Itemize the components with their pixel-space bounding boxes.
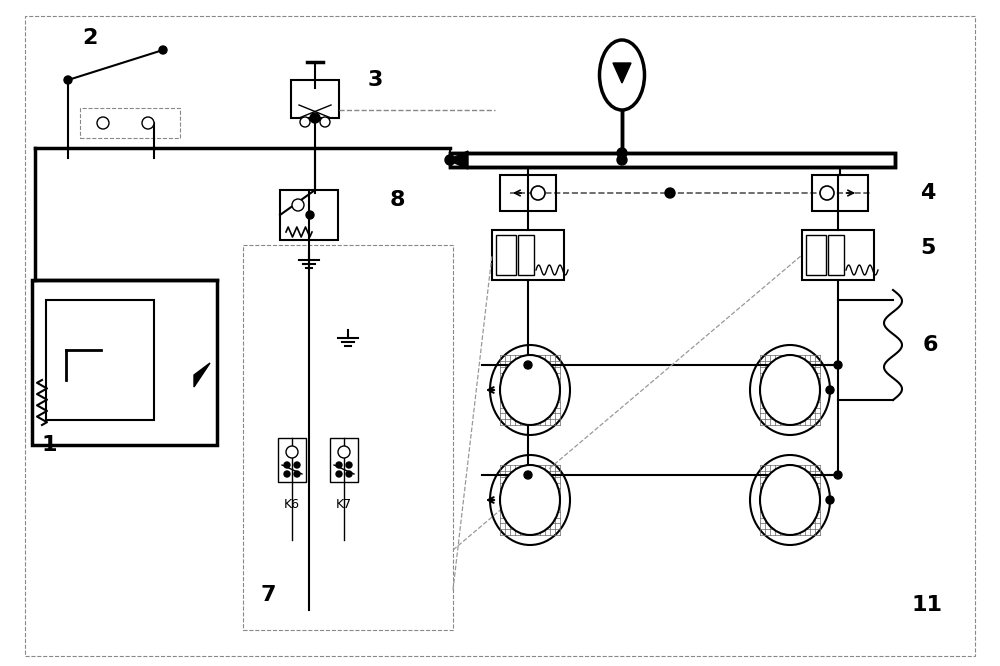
Bar [450,153,895,167]
Bar [518,235,534,275]
Text: 3: 3 [368,70,383,90]
Bar [243,245,453,630]
Bar [492,230,564,280]
Circle shape [292,199,304,211]
Circle shape [834,361,842,369]
Text: 8: 8 [390,190,406,210]
Bar [32,280,217,445]
Text: 7: 7 [260,585,276,605]
Circle shape [524,361,532,369]
Bar [330,438,358,482]
Text: K6: K6 [284,498,300,511]
Circle shape [617,148,627,158]
Circle shape [142,117,154,129]
Circle shape [284,462,290,468]
Circle shape [336,471,342,477]
Circle shape [300,117,310,127]
Polygon shape [613,63,631,83]
Circle shape [524,471,532,479]
Bar [280,190,338,240]
Circle shape [665,188,675,198]
Circle shape [97,117,109,129]
Bar [80,108,180,138]
Ellipse shape [760,355,820,425]
Circle shape [834,471,842,479]
Circle shape [820,186,834,200]
Polygon shape [448,151,468,169]
Ellipse shape [490,455,570,545]
Circle shape [346,471,352,477]
Text: 6: 6 [923,335,938,355]
Text: 11: 11 [912,595,943,615]
Bar [806,235,826,275]
Circle shape [826,386,834,394]
Ellipse shape [490,345,570,435]
Text: 4: 4 [920,183,935,203]
Circle shape [320,117,330,127]
Text: K7: K7 [336,498,352,511]
Bar [802,230,874,280]
Circle shape [306,211,314,219]
Ellipse shape [600,40,644,110]
Circle shape [617,155,627,165]
Ellipse shape [750,345,830,435]
Circle shape [310,113,320,123]
Ellipse shape [750,455,830,545]
Text: 1: 1 [42,435,58,455]
Circle shape [346,462,352,468]
Ellipse shape [500,355,560,425]
Bar [46,300,154,420]
Text: 2: 2 [82,28,97,48]
Bar [812,175,868,211]
Circle shape [531,186,545,200]
Circle shape [294,462,300,468]
Circle shape [826,496,834,504]
Ellipse shape [760,465,820,535]
Circle shape [338,446,350,458]
Circle shape [294,471,300,477]
Polygon shape [194,363,210,387]
Text: 5: 5 [920,238,935,258]
Ellipse shape [500,465,560,535]
Circle shape [286,446,298,458]
Circle shape [284,471,290,477]
Circle shape [159,46,167,54]
Bar [828,235,844,275]
Circle shape [336,462,342,468]
Circle shape [445,155,455,165]
Bar [496,235,516,275]
Bar [450,153,895,167]
Bar [278,438,306,482]
Bar [500,175,556,211]
Bar [291,80,339,118]
Circle shape [64,76,72,84]
